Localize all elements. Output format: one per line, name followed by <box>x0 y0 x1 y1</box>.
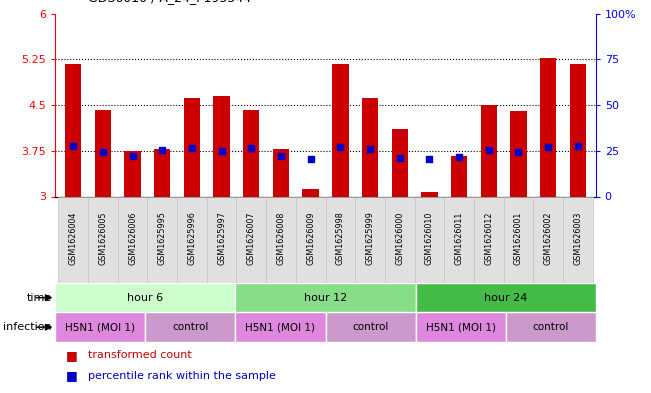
Text: GSM1626007: GSM1626007 <box>247 211 256 265</box>
Bar <box>474 196 504 283</box>
Bar <box>145 312 236 342</box>
Bar <box>184 98 200 196</box>
Bar <box>510 111 527 196</box>
Text: control: control <box>173 322 208 332</box>
Text: GSM1625998: GSM1625998 <box>336 211 345 265</box>
Bar <box>243 110 260 196</box>
Text: transformed count: transformed count <box>88 350 191 360</box>
Bar <box>147 196 177 283</box>
Point <box>216 148 227 154</box>
Bar <box>332 64 348 196</box>
Point <box>424 156 435 162</box>
Text: control: control <box>533 322 569 332</box>
Text: H5N1 (MOI 1): H5N1 (MOI 1) <box>245 322 316 332</box>
Bar <box>59 196 88 283</box>
Bar <box>124 151 141 196</box>
Bar <box>326 196 355 283</box>
Point <box>246 145 256 152</box>
Text: H5N1 (MOI 1): H5N1 (MOI 1) <box>65 322 135 332</box>
Bar <box>296 196 326 283</box>
Bar <box>214 96 230 196</box>
Bar <box>415 312 506 342</box>
Point <box>128 152 138 159</box>
Bar <box>570 64 586 196</box>
Bar <box>266 196 296 283</box>
Bar <box>65 64 81 196</box>
Text: GSM1626002: GSM1626002 <box>544 211 553 265</box>
Point <box>187 145 197 151</box>
Text: hour 24: hour 24 <box>484 293 527 303</box>
Bar <box>563 196 592 283</box>
Bar <box>154 149 171 196</box>
Bar <box>303 189 319 196</box>
Bar <box>326 312 415 342</box>
Text: GSM1626004: GSM1626004 <box>68 211 77 265</box>
Bar <box>451 156 467 196</box>
Text: GSM1626008: GSM1626008 <box>277 211 286 265</box>
Text: GSM1625995: GSM1625995 <box>158 211 167 265</box>
Bar <box>391 130 408 196</box>
Point <box>68 143 78 149</box>
Bar <box>355 196 385 283</box>
Text: GSM1625999: GSM1625999 <box>365 211 374 265</box>
Text: GSM1625997: GSM1625997 <box>217 211 226 265</box>
Text: GSM1626003: GSM1626003 <box>574 211 583 265</box>
Bar <box>236 283 415 312</box>
Bar <box>118 196 147 283</box>
Point <box>513 149 523 155</box>
Bar <box>177 196 207 283</box>
Bar <box>480 105 497 196</box>
Bar <box>94 110 111 196</box>
Bar <box>236 196 266 283</box>
Bar <box>362 98 378 196</box>
Text: infection: infection <box>3 322 52 332</box>
Text: hour 12: hour 12 <box>304 293 347 303</box>
Bar <box>533 196 563 283</box>
Text: GSM1626011: GSM1626011 <box>454 211 464 265</box>
Bar <box>415 196 444 283</box>
Text: ■: ■ <box>66 369 78 382</box>
Point <box>157 147 167 153</box>
Text: GSM1626010: GSM1626010 <box>425 211 434 265</box>
Text: hour 6: hour 6 <box>128 293 163 303</box>
Text: percentile rank within the sample: percentile rank within the sample <box>88 371 275 381</box>
Text: ■: ■ <box>66 349 78 362</box>
Point <box>395 154 405 161</box>
Bar <box>55 283 236 312</box>
Text: GSM1626001: GSM1626001 <box>514 211 523 265</box>
Bar <box>236 312 326 342</box>
Point <box>573 143 583 149</box>
Point <box>335 143 346 150</box>
Bar <box>444 196 474 283</box>
Text: GSM1626000: GSM1626000 <box>395 211 404 265</box>
Text: GDS6010 / A_24_P195544: GDS6010 / A_24_P195544 <box>88 0 251 4</box>
Bar <box>55 312 145 342</box>
Text: time: time <box>27 293 52 303</box>
Point <box>484 147 494 153</box>
Text: GSM1626009: GSM1626009 <box>306 211 315 265</box>
Point <box>305 156 316 162</box>
Point <box>276 152 286 159</box>
Bar <box>415 283 596 312</box>
Bar <box>88 196 118 283</box>
Point <box>543 143 553 150</box>
Bar <box>506 312 596 342</box>
Bar <box>421 192 437 196</box>
Text: GSM1626012: GSM1626012 <box>484 211 493 265</box>
Text: H5N1 (MOI 1): H5N1 (MOI 1) <box>426 322 495 332</box>
Point <box>98 149 108 155</box>
Text: control: control <box>352 322 389 332</box>
Bar <box>273 149 289 196</box>
Bar <box>540 58 557 196</box>
Point <box>454 154 464 160</box>
Point <box>365 146 375 152</box>
Bar <box>385 196 415 283</box>
Bar <box>207 196 236 283</box>
Text: GSM1625996: GSM1625996 <box>187 211 197 265</box>
Text: GSM1626005: GSM1626005 <box>98 211 107 265</box>
Bar <box>504 196 533 283</box>
Text: GSM1626006: GSM1626006 <box>128 211 137 265</box>
